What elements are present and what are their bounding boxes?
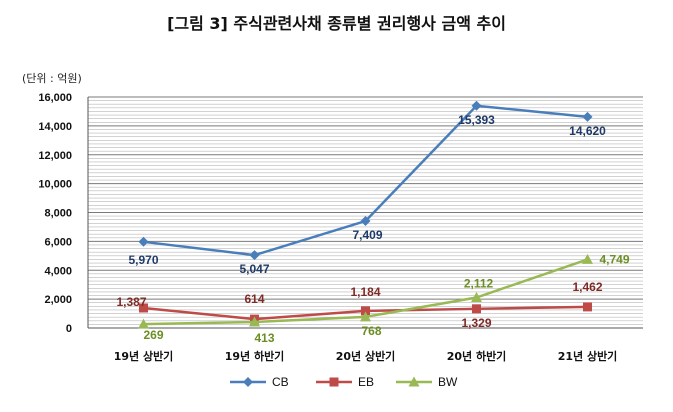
y-tick-label: 16,000 [38,92,72,104]
y-tick-label: 6,000 [44,236,72,248]
data-label-eb: 614 [244,292,264,306]
data-label-bw: 413 [254,331,274,345]
legend-label-eb: EB [358,375,374,389]
data-point-bw [360,311,371,322]
data-label-bw: 269 [143,328,163,342]
x-tick-label: 20년 하반기 [447,349,507,363]
data-point-cb [249,250,260,261]
y-tick-label: 10,000 [38,179,72,191]
data-label-cb: 14,620 [569,124,606,138]
y-tick-label: 14,000 [38,121,72,133]
x-tick-label: 19년 하반기 [225,349,285,363]
data-point-cb [360,216,371,227]
data-point-bw [582,253,593,264]
data-point-cb [582,111,593,122]
data-point-cb [471,100,482,111]
data-label-cb: 5,970 [128,253,158,267]
data-label-cb: 15,393 [458,113,495,127]
y-tick-label: 0 [66,323,72,335]
data-point-cb [138,236,149,247]
legend-label-cb: CB [272,375,289,389]
legend-label-bw: BW [438,375,458,389]
y-tick-label: 4,000 [44,265,72,277]
data-label-bw: 768 [361,324,381,338]
data-point-eb [472,304,481,314]
data-label-cb: 5,047 [239,262,269,276]
data-point-eb [583,302,592,312]
data-point-bw [249,316,260,327]
data-label-eb: 1,462 [572,280,602,294]
y-tick-label: 12,000 [38,150,72,162]
data-label-cb: 7,409 [352,228,382,242]
y-tick-label: 8,000 [44,208,72,220]
data-label-eb: 1,184 [350,285,380,299]
data-point-bw [471,292,482,303]
data-point-eb [139,303,148,313]
data-point-bw [138,318,149,329]
legend-marker-cb [243,377,253,387]
legend-marker-bw [408,376,420,387]
legend-marker-eb [329,377,339,387]
x-tick-label: 21년 상반기 [558,349,618,363]
chart-title: [그림 3] 주식관련사채 종류별 권리행사 금액 추이 [167,14,506,33]
x-tick-label: 19년 상반기 [114,349,174,363]
data-label-eb: 1,329 [461,316,491,330]
data-label-bw: 2,112 [464,277,494,291]
data-label-eb: 1,387 [116,295,146,309]
unit-note: (단위 : 억원) [22,72,82,85]
data-label-bw: 4,749 [599,252,629,266]
data-point-eb [361,306,370,316]
y-tick-label: 2,000 [44,294,72,306]
x-tick-label: 20년 상반기 [336,349,396,363]
